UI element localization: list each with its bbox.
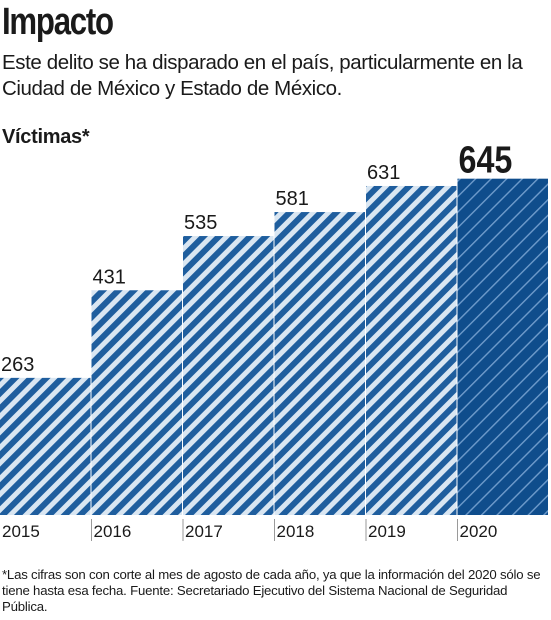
chart-title: Impacto bbox=[2, 1, 114, 43]
data-label-2018: 581 bbox=[276, 188, 309, 210]
bar-2019 bbox=[366, 185, 457, 515]
data-label-2015: 263 bbox=[1, 354, 34, 376]
data-label-2016: 431 bbox=[93, 266, 126, 288]
bar-2016 bbox=[91, 290, 182, 515]
data-label-2020: 645 bbox=[459, 139, 513, 181]
x-tick-2020: 2020 bbox=[460, 522, 498, 541]
x-tick-2018: 2018 bbox=[277, 522, 315, 541]
x-tick-2017: 2017 bbox=[185, 522, 223, 541]
y-axis-label: Víctimas* bbox=[2, 126, 90, 148]
bar-2020 bbox=[457, 178, 548, 515]
x-tick-2019: 2019 bbox=[368, 522, 406, 541]
bar-2018 bbox=[274, 212, 365, 516]
data-label-2019: 631 bbox=[367, 162, 400, 184]
footnote-source: *Las cifras son con corte al mes de agos… bbox=[2, 567, 541, 614]
chart-subtitle: Este delito se ha disparado en el país, … bbox=[2, 51, 523, 100]
bar-2017 bbox=[183, 236, 274, 516]
bar-2015 bbox=[0, 377, 91, 515]
bar-chart: 263 431 535 581 631 645 2015 2016 2017 2018 2019 2… bbox=[0, 139, 548, 541]
data-label-2017: 535 bbox=[184, 212, 217, 234]
x-tick-2016: 2016 bbox=[94, 522, 132, 541]
x-tick-2015: 2015 bbox=[2, 522, 40, 541]
